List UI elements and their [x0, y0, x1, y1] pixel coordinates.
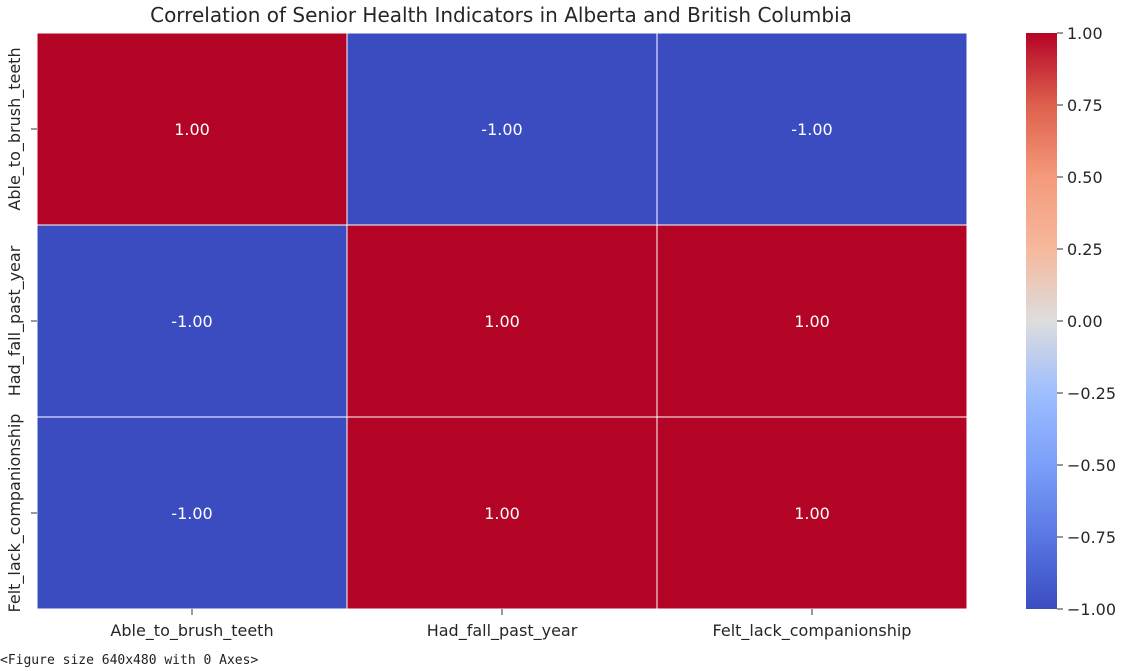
colorbar-tick-label: −0.75	[1067, 528, 1116, 547]
x-tick-label: Able_to_brush_teeth	[110, 621, 273, 641]
cell-annotation: 1.00	[794, 504, 830, 523]
cell-annotation: -1.00	[481, 120, 522, 139]
heatmap-cell	[656, 32, 968, 226]
colorbar-tick-label: −0.50	[1067, 456, 1116, 475]
chart-title: Correlation of Senior Health Indicators …	[150, 3, 852, 27]
x-axis: Able_to_brush_teeth Had_fall_past_year Fel…	[110, 609, 911, 641]
colorbar-tick-label: 0.00	[1067, 312, 1103, 331]
colorbar-tick-label: 0.75	[1067, 96, 1103, 115]
cell-annotation: 1.00	[794, 312, 830, 331]
cell-annotation: -1.00	[171, 312, 212, 331]
cell-annotation: 1.00	[174, 120, 210, 139]
colorbar-tick-label: 1.00	[1067, 24, 1103, 43]
figure-size-note: <Figure size 640x480 with 0 Axes>	[0, 653, 259, 668]
cell-annotation: 1.00	[484, 312, 520, 331]
colorbar-ticks: 1.00 0.75 0.50 0.25 0.00 −0.25 −0.50 −0.75 −1.00	[1057, 24, 1116, 619]
y-tick-label: Felt_lack_companionship	[5, 414, 25, 613]
cell-annotation: -1.00	[171, 504, 212, 523]
cell-annotation: -1.00	[791, 120, 832, 139]
heatmap-cell	[346, 224, 658, 418]
y-tick-label: Able_to_brush_teeth	[5, 47, 25, 210]
colorbar-tick-label: 0.50	[1067, 168, 1103, 187]
y-axis: Able_to_brush_teeth Had_fall_past_year Fel…	[5, 47, 37, 612]
heatmap-cell	[656, 224, 968, 418]
heatmap-cell	[36, 224, 348, 418]
colorbar-tick-label: 0.25	[1067, 240, 1103, 259]
heatmap-cells	[36, 32, 968, 610]
heatmap-cell	[346, 416, 658, 610]
colorbar	[1026, 33, 1057, 609]
x-tick-label: Had_fall_past_year	[427, 621, 578, 641]
heatmap-cell	[36, 32, 348, 226]
y-tick-label: Had_fall_past_year	[5, 245, 25, 396]
cell-annotations: 1.00 -1.00 -1.00 -1.00 1.00 1.00 -1.00 1.00 1.00	[171, 120, 832, 523]
heatmap-cell	[346, 32, 658, 226]
colorbar-tick-label: −1.00	[1067, 600, 1116, 619]
heatmap-svg: Correlation of Senior Health Indicators …	[5, 3, 1116, 641]
cell-annotation: 1.00	[484, 504, 520, 523]
colorbar-tick-label: −0.25	[1067, 384, 1116, 403]
heatmap-cell	[36, 416, 348, 610]
x-tick-label: Felt_lack_companionship	[713, 621, 912, 641]
heatmap-chart: Correlation of Senior Health Indicators …	[5, 3, 1116, 641]
